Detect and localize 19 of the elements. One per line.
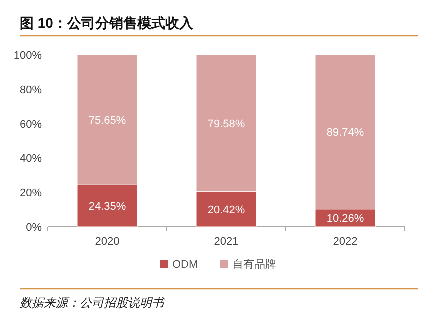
y-tick-label: 60% <box>20 118 42 131</box>
data-label: 24.35% <box>88 201 126 214</box>
y-tick-label: 100% <box>14 50 42 62</box>
data-label: 75.65% <box>88 115 126 128</box>
x-tick-label: 2022 <box>333 236 358 248</box>
y-tick-label: 0% <box>26 222 42 234</box>
data-label: 20.42% <box>208 204 246 216</box>
y-tick-label: 40% <box>20 153 42 166</box>
y-tick-label: 80% <box>20 84 42 96</box>
legend-label: ODM <box>172 259 198 271</box>
y-tick-label: 20% <box>20 188 42 200</box>
legend-label: 自有品牌 <box>232 259 276 271</box>
x-tick-label: 2020 <box>95 236 120 248</box>
chart-title: 图 10：公司分销售模式收入 <box>20 15 194 31</box>
x-tick-label: 2021 <box>214 236 239 248</box>
data-label: 89.74% <box>326 127 364 140</box>
source-note: 数据来源：公司招股说明书 <box>20 296 166 310</box>
data-label: 79.58% <box>208 118 246 130</box>
data-label: 10.26% <box>326 213 364 226</box>
